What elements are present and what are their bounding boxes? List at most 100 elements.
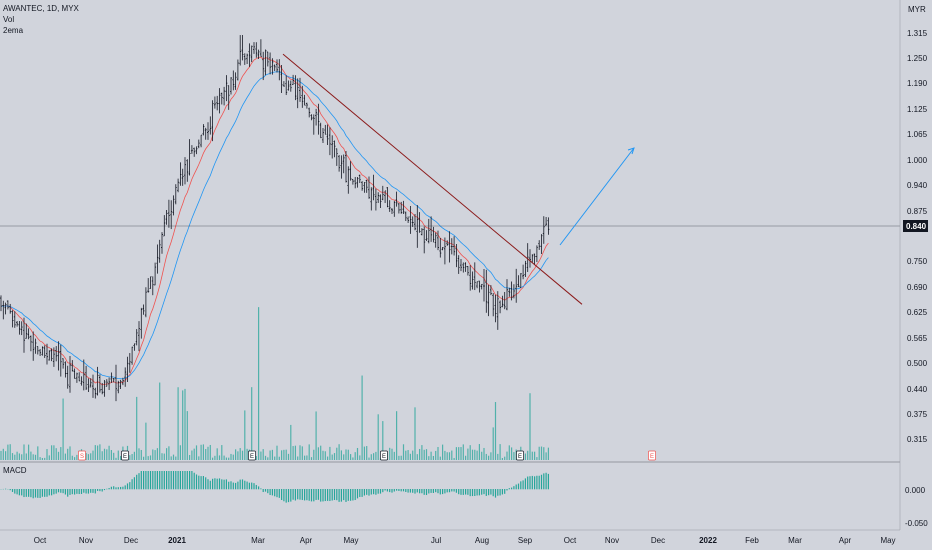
symbol-legend[interactable]: AWANTEC, 1D, MYX [3, 4, 79, 13]
macd-bar [354, 489, 356, 501]
volume-bar [7, 444, 9, 460]
volume-bar [87, 454, 89, 460]
event-marker-label: E [250, 454, 254, 460]
volume-bar [524, 453, 526, 460]
time-axis[interactable]: Oct Nov Dec 2021 Mar Apr May Jul Aug Sep Oct Nov Dec… [34, 536, 896, 545]
macd-bar [115, 487, 117, 490]
macd-bar [368, 489, 370, 496]
volume-bar [536, 457, 538, 460]
event-marker [78, 450, 86, 461]
volume-bar [529, 393, 531, 460]
macd-bar [290, 489, 292, 502]
macd-bar [145, 471, 147, 490]
event-marker-label: E [382, 454, 386, 460]
macd-bar [85, 489, 87, 494]
macd-bar [439, 489, 441, 495]
volume-bar [138, 448, 140, 460]
macd-bar [448, 489, 451, 493]
macd-bar [276, 489, 278, 498]
volume-bar [333, 453, 336, 460]
macd-bar [237, 481, 239, 490]
volume-bar [110, 450, 112, 460]
macd-bar [177, 471, 179, 490]
volume-bar [301, 446, 303, 460]
macd-bar [462, 489, 464, 495]
price-tick-label: 0.500 [907, 359, 928, 368]
time-tick-label: Apr [300, 536, 313, 545]
macd-bar [126, 483, 129, 490]
ema-legend[interactable]: 2ema [3, 26, 24, 35]
macd-bar [25, 489, 27, 497]
price-tick-label: 0.565 [907, 334, 928, 343]
volume-bar [177, 387, 179, 460]
volume-bar [439, 456, 441, 460]
macd-bar [271, 489, 273, 496]
volume-bar [230, 453, 232, 460]
macd-bar [320, 489, 322, 502]
volume-bar [262, 449, 264, 460]
volume-bar [90, 453, 92, 460]
volume-bar [492, 427, 494, 460]
time-tick-label: Aug [475, 536, 489, 545]
volume-bar [545, 452, 547, 460]
volume-bar [400, 455, 402, 460]
volume-bar [120, 455, 122, 460]
volume-bar [143, 456, 145, 460]
macd-bar [262, 489, 264, 493]
projection-arrow-line[interactable] [559, 147, 635, 246]
macd-axis[interactable]: 0.000 -0.050 [905, 486, 928, 528]
macd-bar [258, 486, 260, 490]
volume-bar [481, 451, 483, 460]
volume-bar [260, 451, 262, 460]
price-axis[interactable]: 1.315 1.250 1.190 1.125 1.065 1.000 0.940 0.875… [907, 29, 928, 444]
volume-bar [432, 455, 434, 460]
macd-bar [336, 489, 338, 501]
macd-bar [506, 489, 508, 491]
volume-bar [0, 450, 2, 460]
trendline[interactable] [282, 53, 583, 305]
macd-bar [327, 489, 329, 501]
macd-bar [338, 489, 340, 502]
macd-histogram [0, 471, 549, 503]
macd-bar [324, 489, 326, 502]
macd-bar [361, 489, 363, 497]
macd-bar [409, 489, 411, 493]
macd-bar [21, 489, 23, 496]
currency-label[interactable]: MYR [908, 5, 926, 14]
macd-bar [494, 489, 497, 498]
volume-bar [97, 445, 99, 460]
macd-bar [529, 476, 531, 490]
volume-bar [531, 451, 533, 460]
macd-bar [488, 489, 490, 496]
volume-bar [310, 457, 313, 460]
macd-bar [444, 489, 446, 494]
macd-bar [407, 489, 409, 493]
macd-bar [274, 489, 276, 497]
volume-bar [483, 447, 485, 460]
macd-bar [60, 489, 62, 493]
macd-bar [255, 484, 257, 490]
volume-bar [336, 447, 338, 460]
macd-bar [55, 489, 57, 494]
volume-bar [430, 451, 432, 460]
macd-bar [379, 489, 382, 494]
volume-bar [9, 444, 11, 460]
macd-legend[interactable]: MACD [3, 466, 27, 475]
volume-bar [283, 449, 285, 460]
macd-bar [51, 489, 53, 496]
macd-bar [200, 476, 202, 490]
macd-bar [499, 489, 501, 496]
macd-bar [186, 471, 188, 490]
volume-bar [131, 454, 133, 460]
macd-bar [122, 486, 124, 490]
volume-bar [182, 390, 184, 460]
volume-bar [363, 446, 365, 460]
volume-bar [239, 448, 241, 460]
time-tick-label: Jul [431, 536, 441, 545]
macd-bar [460, 489, 462, 495]
volume-bar [446, 452, 448, 460]
volume-bar [46, 449, 48, 460]
volume-bar [195, 445, 198, 460]
volume-legend[interactable]: Vol [3, 15, 15, 24]
